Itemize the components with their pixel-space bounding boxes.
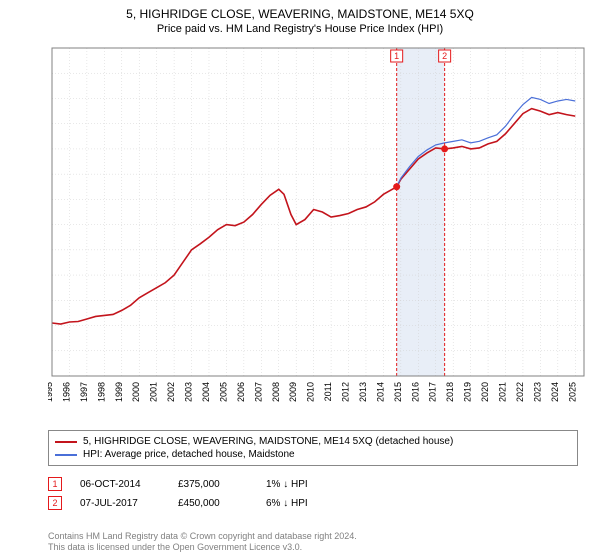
svg-text:2015: 2015	[393, 382, 403, 402]
svg-text:2021: 2021	[498, 382, 508, 402]
svg-text:2012: 2012	[341, 382, 351, 402]
sale-marker: 1	[48, 477, 62, 491]
footnote: Contains HM Land Registry data © Crown c…	[48, 531, 357, 554]
price-chart: 12 £0£50K£100K£150K£200K£250K£300K£350K£…	[48, 44, 588, 404]
legend-label: HPI: Average price, detached house, Maid…	[83, 449, 295, 460]
svg-text:2000: 2000	[131, 382, 141, 402]
svg-text:1995: 1995	[48, 382, 54, 402]
svg-text:2010: 2010	[306, 382, 316, 402]
sale-diff: 6% ↓ HPI	[266, 498, 336, 509]
svg-text:2025: 2025	[567, 382, 577, 402]
chart-container: 5, HIGHRIDGE CLOSE, WEAVERING, MAIDSTONE…	[0, 0, 600, 560]
svg-text:1998: 1998	[96, 382, 106, 402]
footnote-line: This data is licensed under the Open Gov…	[48, 542, 357, 554]
svg-text:2019: 2019	[463, 382, 473, 402]
svg-text:2: 2	[442, 51, 447, 61]
svg-text:2011: 2011	[323, 382, 333, 401]
sale-row: 1 06-OCT-2014 £375,000 1% ↓ HPI	[48, 477, 336, 491]
svg-text:1997: 1997	[79, 382, 89, 402]
sale-row: 2 07-JUL-2017 £450,000 6% ↓ HPI	[48, 496, 336, 510]
sale-date: 06-OCT-2014	[80, 479, 160, 490]
svg-text:2005: 2005	[218, 382, 228, 402]
chart-legend: 5, HIGHRIDGE CLOSE, WEAVERING, MAIDSTONE…	[48, 430, 578, 466]
svg-text:2016: 2016	[410, 382, 420, 402]
svg-text:2004: 2004	[201, 382, 211, 402]
svg-text:2013: 2013	[358, 382, 368, 402]
sale-date: 07-JUL-2017	[80, 498, 160, 509]
svg-text:2014: 2014	[375, 382, 385, 402]
legend-label: 5, HIGHRIDGE CLOSE, WEAVERING, MAIDSTONE…	[83, 436, 453, 447]
legend-swatch	[55, 441, 77, 443]
legend-item: 5, HIGHRIDGE CLOSE, WEAVERING, MAIDSTONE…	[55, 435, 571, 448]
legend-swatch	[55, 454, 77, 456]
svg-text:2008: 2008	[271, 382, 281, 402]
svg-text:2001: 2001	[149, 382, 159, 402]
svg-text:2002: 2002	[166, 382, 176, 402]
chart-subtitle: Price paid vs. HM Land Registry's House …	[0, 23, 600, 39]
svg-text:2006: 2006	[236, 382, 246, 402]
svg-text:2017: 2017	[428, 382, 438, 402]
sale-price: £450,000	[178, 498, 248, 509]
chart-title: 5, HIGHRIDGE CLOSE, WEAVERING, MAIDSTONE…	[0, 0, 600, 23]
svg-text:2009: 2009	[288, 382, 298, 402]
svg-text:2020: 2020	[480, 382, 490, 402]
svg-text:2023: 2023	[532, 382, 542, 402]
svg-text:1999: 1999	[114, 382, 124, 402]
sale-diff: 1% ↓ HPI	[266, 479, 336, 490]
sale-marker: 2	[48, 496, 62, 510]
svg-text:2018: 2018	[445, 382, 455, 402]
sales-table: 1 06-OCT-2014 £375,000 1% ↓ HPI 2 07-JUL-2017…	[48, 472, 336, 515]
legend-item: HPI: Average price, detached house, Maid…	[55, 448, 571, 461]
svg-text:1: 1	[394, 51, 399, 61]
sale-price: £375,000	[178, 479, 248, 490]
svg-text:2003: 2003	[184, 382, 194, 402]
svg-text:2022: 2022	[515, 382, 525, 402]
footnote-line: Contains HM Land Registry data © Crown c…	[48, 531, 357, 543]
svg-text:1996: 1996	[61, 382, 71, 402]
svg-text:2024: 2024	[550, 382, 560, 402]
svg-text:2007: 2007	[253, 382, 263, 402]
